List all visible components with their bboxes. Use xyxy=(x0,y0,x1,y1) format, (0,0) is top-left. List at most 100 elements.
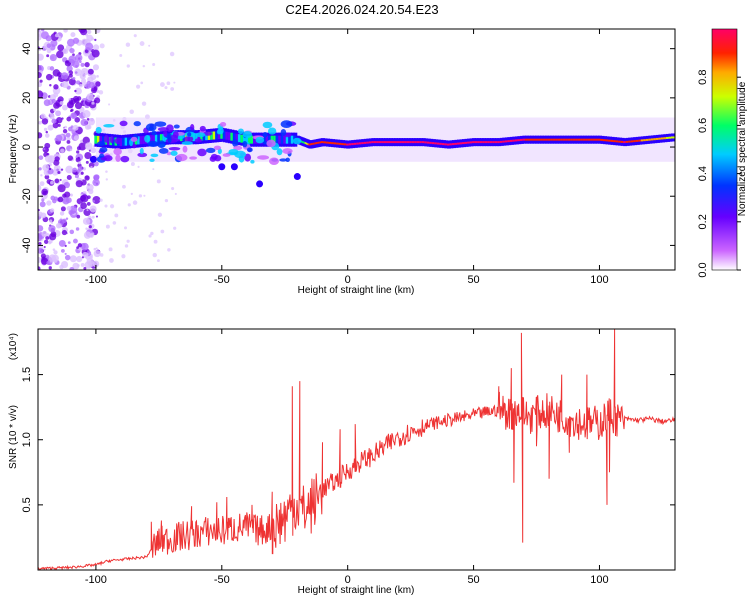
noise-blob xyxy=(51,160,55,163)
noise-blob xyxy=(60,148,65,154)
ridge-cell xyxy=(421,141,426,144)
ridge-cell xyxy=(227,132,232,141)
noise-blob xyxy=(95,247,98,250)
noise-blob xyxy=(93,250,101,258)
ridge-blob xyxy=(145,123,157,132)
ridge-cell xyxy=(343,143,348,146)
noise-blob xyxy=(81,242,89,251)
noise-blob xyxy=(90,147,97,154)
ridge-cell xyxy=(570,138,575,141)
ridge-blob xyxy=(219,121,227,127)
ridge-blob xyxy=(257,155,270,160)
noise-blob xyxy=(87,144,91,148)
noise-blob xyxy=(69,148,73,152)
ridge-cell xyxy=(439,142,444,145)
noise-blob xyxy=(166,81,171,86)
noise-blob xyxy=(126,64,130,68)
noise-blob xyxy=(173,226,177,230)
ridge-cell xyxy=(648,138,653,141)
ridge-cell xyxy=(565,138,570,141)
y-tick-label: 20 xyxy=(21,92,33,104)
ridge-cell xyxy=(391,141,396,144)
snr-frame xyxy=(37,328,676,571)
noise-blob xyxy=(38,90,44,99)
noise-blob xyxy=(143,194,146,197)
ridge-cell xyxy=(245,135,250,144)
noise-blob xyxy=(83,208,91,217)
ridge-cell xyxy=(152,134,157,143)
spectrogram-ticks: -100 -50 0 50 100 -40 -20 0 20 40 xyxy=(21,29,675,286)
spectrogram-panel: -100 -50 0 50 100 -40 -20 0 20 40 Height of strai… xyxy=(8,28,676,296)
ridge-cell xyxy=(467,141,472,144)
ridge-cell xyxy=(557,138,562,141)
noise-blob xyxy=(57,44,65,52)
ridge-cell xyxy=(613,140,618,143)
ridge-cell xyxy=(670,136,675,139)
noise-blob xyxy=(160,229,165,234)
ridge-cell xyxy=(157,134,162,143)
noise-blob xyxy=(47,168,54,175)
noise-blob xyxy=(66,65,73,72)
noise-blob xyxy=(86,209,89,212)
ridge-blob xyxy=(276,148,283,156)
ridge-blob xyxy=(189,156,198,160)
noise-blob xyxy=(152,252,157,258)
ridge-cell xyxy=(127,137,132,146)
noise-blob xyxy=(43,248,46,251)
ridge-cell xyxy=(630,140,635,143)
ridge-cell xyxy=(368,141,373,144)
ridge-cell xyxy=(280,135,285,144)
noise-blob xyxy=(80,118,88,127)
noise-blob xyxy=(167,248,171,252)
ridge-cell xyxy=(482,141,487,144)
ridge-blob xyxy=(157,140,166,149)
ridge-cell xyxy=(499,140,504,143)
ridge-cell xyxy=(396,141,401,144)
ridge-blob xyxy=(184,136,194,142)
noise-blob xyxy=(72,37,80,44)
ridge-blob xyxy=(269,157,280,166)
noise-blob xyxy=(99,198,103,202)
ridge-blob xyxy=(205,147,216,154)
ridge-cell xyxy=(459,142,464,145)
noise-blob xyxy=(76,264,80,267)
noise-blob xyxy=(91,232,95,236)
ridge-cell xyxy=(567,138,572,141)
noise-blob xyxy=(124,244,129,248)
ridge-blob xyxy=(262,121,273,129)
ridge-cell xyxy=(348,143,353,146)
noise-blob xyxy=(66,136,71,142)
ridge-cell xyxy=(640,139,645,142)
ridge-cell xyxy=(597,138,602,141)
ridge-cell xyxy=(122,137,127,146)
ridge-cell xyxy=(552,138,557,141)
ridge-cell xyxy=(665,136,670,139)
noise-blob xyxy=(82,70,85,74)
noise-blob xyxy=(50,195,56,201)
noise-blob xyxy=(88,225,92,229)
noise-blob xyxy=(70,108,74,112)
noise-blob xyxy=(88,188,94,195)
noise-blob xyxy=(39,79,43,83)
noise-blob xyxy=(130,162,135,167)
noise-blob xyxy=(105,178,108,181)
noise-blob xyxy=(105,224,110,229)
noise-blob xyxy=(94,38,97,42)
ridge-cell xyxy=(419,141,424,144)
noise-blob xyxy=(82,110,91,118)
ridge-blob xyxy=(244,153,252,162)
noise-blob xyxy=(74,87,82,95)
ridge-cell xyxy=(373,141,378,144)
noise-blob xyxy=(94,97,101,104)
ridge-cell xyxy=(366,141,371,144)
noise-blob xyxy=(72,53,75,57)
ridge-cell xyxy=(635,139,640,142)
ridge-cell xyxy=(162,133,167,142)
noise-blob xyxy=(156,179,161,184)
noise-blob xyxy=(61,229,68,236)
ridge-cell xyxy=(278,135,283,144)
ridge-blob xyxy=(237,128,244,135)
ridge-cell xyxy=(139,136,144,145)
ridge-blob xyxy=(199,125,206,132)
noise-blob xyxy=(78,83,83,88)
